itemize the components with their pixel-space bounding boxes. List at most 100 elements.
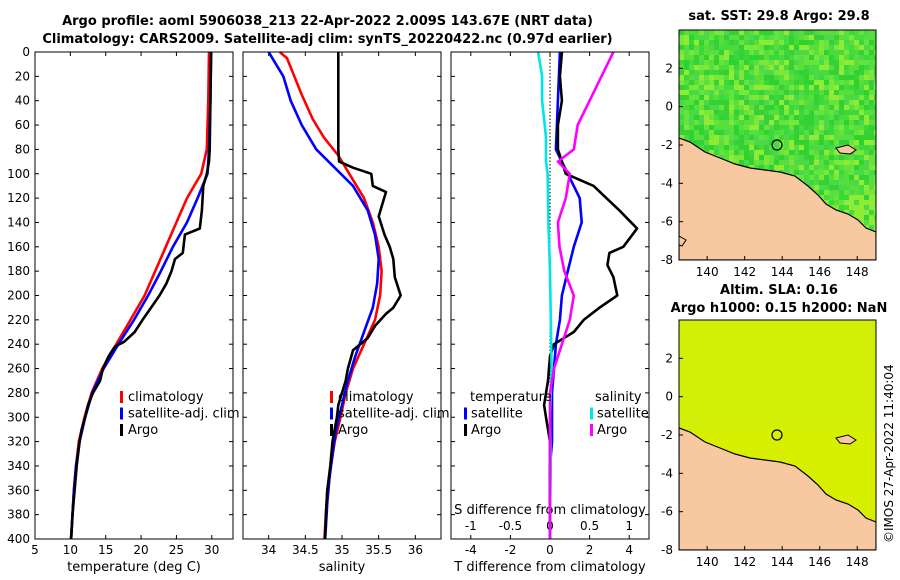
sst-cell xyxy=(829,130,834,135)
sst-cell xyxy=(854,190,859,195)
sst-cell xyxy=(694,80,699,85)
sst-cell xyxy=(689,90,694,95)
sst-cell xyxy=(734,115,739,120)
sst-cell xyxy=(809,135,814,140)
sst-cell xyxy=(749,105,754,110)
ytick-label: 40 xyxy=(15,94,30,108)
ytick-label: 180 xyxy=(7,264,30,278)
sst-cell xyxy=(819,125,824,130)
sst-cell xyxy=(864,180,869,185)
sst-cell xyxy=(754,100,759,105)
sst-cell xyxy=(814,175,819,180)
sst-cell xyxy=(869,195,874,200)
sst-cell xyxy=(784,55,789,60)
sst-cell xyxy=(854,85,859,90)
sst-cell xyxy=(749,140,754,145)
sst-cell xyxy=(844,70,849,75)
sst-cell xyxy=(819,105,824,110)
sst-cell xyxy=(724,65,729,70)
sst-cell xyxy=(869,210,874,215)
sst-cell xyxy=(799,160,804,165)
sst-cell xyxy=(684,40,689,45)
sst-cell xyxy=(799,120,804,125)
sst-cell xyxy=(869,120,874,125)
sst-cell xyxy=(849,180,854,185)
sst-cell xyxy=(794,90,799,95)
sst-cell xyxy=(724,100,729,105)
sst-cell xyxy=(779,165,784,170)
ytick-label: 60 xyxy=(15,118,30,132)
sst-cell xyxy=(864,120,869,125)
sst-cell xyxy=(779,90,784,95)
sst-cell xyxy=(849,205,854,210)
sst-cell xyxy=(859,130,864,135)
sst-cell xyxy=(794,165,799,170)
sst-cell xyxy=(814,40,819,45)
sst-cell xyxy=(814,70,819,75)
sst-cell xyxy=(814,100,819,105)
sst-cell xyxy=(809,85,814,90)
sst-cell xyxy=(839,170,844,175)
sst-cell xyxy=(799,175,804,180)
sst-cell xyxy=(844,160,849,165)
sst-cell xyxy=(744,160,749,165)
sst-cell xyxy=(844,95,849,100)
sst-cell xyxy=(759,140,764,145)
sst-cell xyxy=(844,155,849,160)
sst-cell xyxy=(854,140,859,145)
sst-cell xyxy=(819,195,824,200)
sst-cell xyxy=(794,100,799,105)
sst-cell xyxy=(694,100,699,105)
sst-cell xyxy=(819,65,824,70)
sst-cell xyxy=(804,35,809,40)
sst-cell xyxy=(784,85,789,90)
sst-cell xyxy=(874,40,876,45)
sst-cell xyxy=(859,95,864,100)
legend-swatch xyxy=(120,424,123,436)
sst-cell xyxy=(859,220,864,225)
sst-cell xyxy=(699,60,704,65)
sst-cell xyxy=(734,85,739,90)
sst-cell xyxy=(739,100,744,105)
sst-cell xyxy=(839,95,844,100)
sst-cell xyxy=(799,155,804,160)
sst-cell xyxy=(869,75,874,80)
sst-cell xyxy=(734,80,739,85)
sst-cell xyxy=(799,55,804,60)
sst-cell xyxy=(779,100,784,105)
sst-cell xyxy=(829,185,834,190)
sst-cell xyxy=(769,145,774,150)
sst-cell xyxy=(684,95,689,100)
sst-cell xyxy=(819,30,824,35)
sst-cell xyxy=(834,45,839,50)
sst-cell xyxy=(744,45,749,50)
ytick-label: 140 xyxy=(7,215,30,229)
sst-cell xyxy=(754,55,759,60)
sla-map: 140 142 144 146 148 2 0 -2 -4 -6 -8 xyxy=(661,319,877,569)
sst-cell xyxy=(724,150,729,155)
map-ytick-label: -4 xyxy=(661,176,673,190)
sst-cell xyxy=(854,80,859,85)
sst-cell xyxy=(784,95,789,100)
s-tick-label: 1 xyxy=(625,519,633,533)
sst-cell xyxy=(789,75,794,80)
sst-cell xyxy=(709,35,714,40)
sst-map-title: sat. SST: 29.8 Argo: 29.8 xyxy=(688,9,870,24)
sst-cell xyxy=(749,100,754,105)
sst-cell xyxy=(824,195,829,200)
sst-cell xyxy=(834,105,839,110)
sst-cell xyxy=(719,130,724,135)
sst-cell xyxy=(714,135,719,140)
sst-cell xyxy=(704,120,709,125)
sst-cell xyxy=(769,160,774,165)
sst-cell xyxy=(794,105,799,110)
sst-cell xyxy=(799,40,804,45)
sst-cell xyxy=(739,30,744,35)
sst-cell xyxy=(694,45,699,50)
sst-cell xyxy=(724,50,729,55)
sst-cell xyxy=(804,100,809,105)
sst-cell xyxy=(734,45,739,50)
sst-cell xyxy=(779,160,784,165)
map-xtick-label: 140 xyxy=(696,265,719,279)
sst-cell xyxy=(764,50,769,55)
